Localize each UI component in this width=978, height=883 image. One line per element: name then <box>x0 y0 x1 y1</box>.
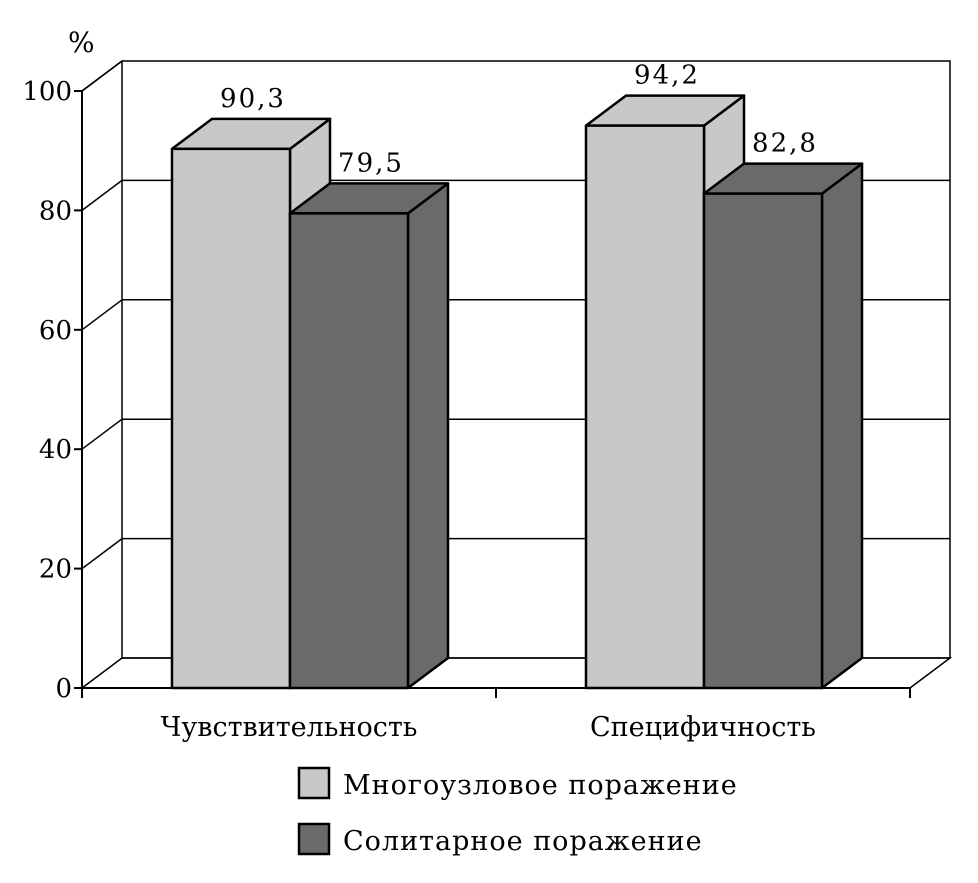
data-label: 94,2 <box>634 61 700 91</box>
grid-diagonal <box>81 60 123 92</box>
legend-entry: Солитарное поражение <box>297 822 703 857</box>
bar: 82,8 <box>702 129 864 690</box>
legend-entry: Многоузловое поражение <box>297 766 738 801</box>
legend-label: Солитарное поражение <box>343 826 703 857</box>
data-label: 79,5 <box>338 148 404 178</box>
x-tick-label: Специфичность <box>590 712 816 743</box>
grid-diagonal <box>81 418 123 450</box>
y-tick-label: 60 <box>39 316 72 346</box>
y-tick-label: 80 <box>39 196 72 226</box>
data-label: 90,3 <box>220 84 286 114</box>
legend-swatch <box>297 822 331 856</box>
y-axis-label: % <box>68 26 95 59</box>
grid-diagonal <box>81 299 123 331</box>
y-tick-label: 0 <box>55 674 72 704</box>
bars: 90,3 79,5 94,2 82,8 <box>170 61 864 690</box>
grid-diagonal <box>81 537 123 570</box>
bar-side <box>820 162 864 690</box>
y-tick-label: 40 <box>39 435 72 465</box>
bar-front <box>702 192 824 690</box>
legend-swatch <box>297 766 331 800</box>
axes: 0 20 40 60 80 100 Чувствительность Специфичност… <box>22 77 911 743</box>
bar-front <box>288 212 410 690</box>
legend-label: Многоузловое поражение <box>343 770 738 801</box>
bar-front <box>170 147 292 690</box>
bar-front <box>584 124 706 690</box>
bar-side <box>406 182 450 690</box>
x-tick-label: Чувствительность <box>161 712 418 743</box>
y-tick-label: 100 <box>22 77 72 107</box>
grid-diagonal <box>81 179 123 211</box>
legend: Многоузловое поражение Солитарное поражен… <box>297 766 738 857</box>
bar: 79,5 <box>288 148 450 690</box>
y-tick-label: 20 <box>39 555 72 585</box>
data-label: 82,8 <box>752 129 818 159</box>
